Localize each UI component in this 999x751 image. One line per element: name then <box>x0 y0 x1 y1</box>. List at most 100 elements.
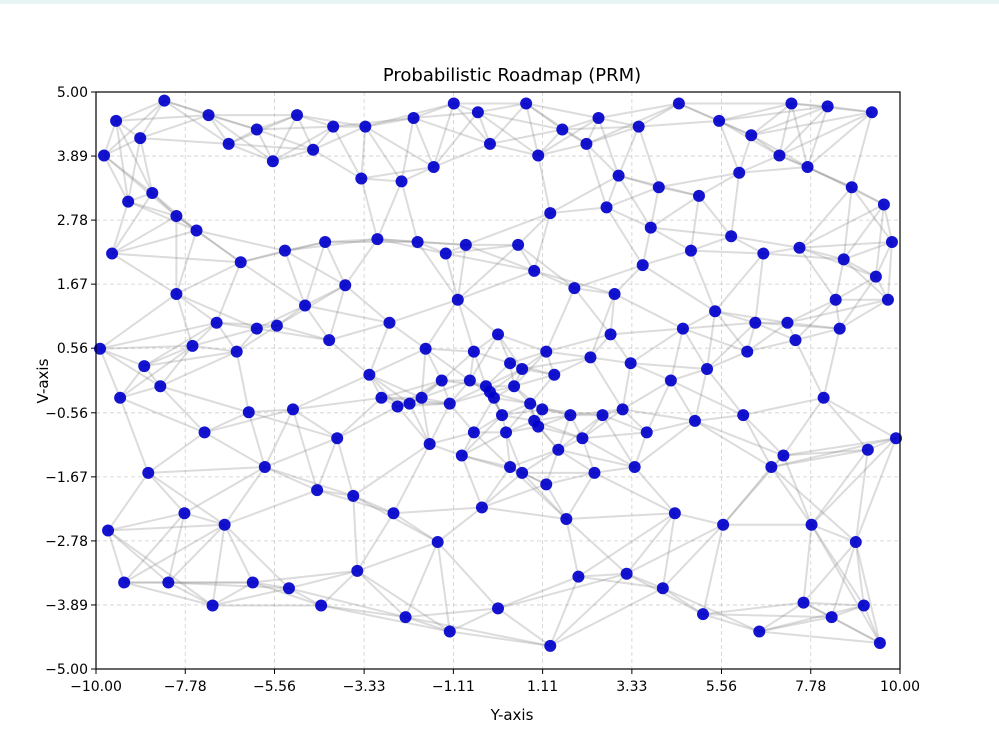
x-tick-label: −10.00 <box>70 679 122 695</box>
roadmap-edge <box>718 120 741 174</box>
roadmap-node <box>600 201 613 214</box>
roadmap-node <box>94 342 107 355</box>
roadmap-edge <box>328 285 347 341</box>
roadmap-edge <box>116 114 209 122</box>
roadmap-node <box>745 129 758 142</box>
roadmap-edge <box>537 155 552 214</box>
roadmap-edge <box>284 241 326 252</box>
roadmap-node <box>540 345 553 358</box>
roadmap-edge <box>107 529 170 584</box>
roadmap-edge <box>882 204 893 243</box>
roadmap-edge <box>546 471 595 486</box>
roadmap-edge <box>590 356 631 365</box>
roadmap-node <box>415 391 428 404</box>
roadmap-node <box>439 247 452 260</box>
roadmap-node <box>773 149 786 162</box>
roadmap-edge <box>436 541 451 632</box>
roadmap-edge <box>248 408 294 414</box>
roadmap-node <box>628 461 641 474</box>
roadmap-node <box>347 489 360 502</box>
roadmap-node <box>492 602 504 615</box>
y-tick-label: 3.89 <box>57 149 88 165</box>
roadmap-edge <box>235 351 250 413</box>
roadmap-node <box>857 599 870 612</box>
roadmap-edge <box>574 264 644 290</box>
roadmap-edge <box>602 414 648 434</box>
roadmap-edge <box>99 293 177 350</box>
roadmap-edge <box>413 102 455 119</box>
roadmap-edge <box>159 345 194 387</box>
roadmap-edge <box>192 344 237 353</box>
roadmap-edge <box>103 154 153 194</box>
roadmap-edge <box>377 238 418 244</box>
roadmap-edge <box>706 322 756 370</box>
x-tick-label: −5.56 <box>253 679 296 695</box>
roadmap-edge <box>802 541 857 604</box>
roadmap-edge <box>562 125 639 131</box>
roadmap-edge <box>842 203 885 260</box>
roadmap-edge <box>292 408 338 440</box>
roadmap-node <box>158 94 171 107</box>
roadmap-node <box>837 253 850 266</box>
roadmap-node <box>576 432 589 445</box>
roadmap-node <box>359 120 372 133</box>
roadmap-node <box>568 282 581 295</box>
roadmap-edge <box>436 541 499 610</box>
roadmap-edge <box>585 143 620 177</box>
roadmap-edge <box>119 385 161 399</box>
roadmap-edge <box>626 572 704 616</box>
roadmap-edge <box>489 368 523 393</box>
roadmap-edge <box>228 142 314 151</box>
roadmap-edge <box>481 483 547 509</box>
roadmap-edge <box>650 226 692 252</box>
roadmap-edge <box>433 143 491 168</box>
roadmap-edge <box>694 420 772 468</box>
roadmap-edge <box>99 321 217 350</box>
roadmap-node <box>447 97 460 110</box>
roadmap-edge <box>139 100 166 139</box>
roadmap-edge <box>392 512 439 543</box>
roadmap-node <box>122 195 135 208</box>
roadmap-edge <box>582 431 647 440</box>
roadmap-edge <box>771 437 897 469</box>
roadmap-node <box>206 599 219 612</box>
roadmap-edge <box>449 385 487 405</box>
roadmap-edge <box>444 253 459 300</box>
roadmap-node <box>676 322 689 335</box>
roadmap-edge <box>368 373 423 399</box>
roadmap-edge <box>320 570 358 607</box>
x-tick-label: 7.78 <box>795 679 826 695</box>
roadmap-edge <box>646 419 696 434</box>
roadmap-edge <box>557 414 604 451</box>
roadmap-edge <box>325 238 378 244</box>
roadmap-edge <box>763 246 800 255</box>
roadmap-edge <box>103 137 141 157</box>
roadmap-node <box>471 106 484 119</box>
roadmap-node <box>733 166 746 179</box>
roadmap-edge <box>276 324 330 342</box>
roadmap-edge <box>842 187 853 260</box>
roadmap-edge <box>413 117 491 145</box>
roadmap-edge <box>139 137 154 194</box>
roadmap-node <box>753 625 766 638</box>
roadmap-edge <box>408 379 443 405</box>
roadmap-edge <box>606 186 660 209</box>
roadmap-edge <box>481 466 511 509</box>
roadmap-edge <box>336 405 398 440</box>
roadmap-edge <box>441 379 487 388</box>
roadmap-node <box>138 360 151 373</box>
roadmap-edge <box>412 117 435 168</box>
roadmap-edge <box>626 523 724 575</box>
roadmap-edge <box>405 616 551 647</box>
roadmap-edge <box>682 328 708 370</box>
roadmap-node <box>520 97 533 110</box>
roadmap-edge <box>143 344 193 367</box>
x-ticks: −10.00 −7.78 −5.56 −3.33 −1.11 1.11 3.33 5.56 7.… <box>70 669 920 695</box>
roadmap-edge <box>445 252 535 272</box>
roadmap-edge <box>642 264 716 313</box>
roadmap-node <box>684 244 697 257</box>
roadmap-edge <box>352 494 394 515</box>
x-tick-label: 3.33 <box>616 679 647 695</box>
roadmap-edge <box>755 321 840 330</box>
